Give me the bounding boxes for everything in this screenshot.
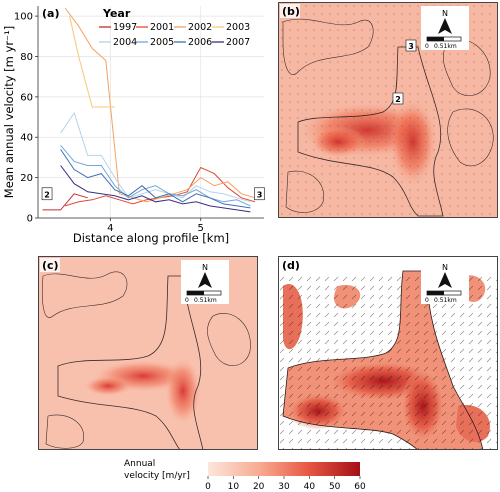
scale-zero: 0 — [185, 297, 189, 304]
north-scale-inset: N 0 0.51km — [181, 260, 229, 304]
profile-marker-box — [254, 187, 265, 201]
y-tick-label: 100 — [14, 12, 33, 23]
y-tick-label: 20 — [20, 173, 33, 184]
north-arrow-icon — [438, 272, 452, 288]
north-label: N — [442, 9, 448, 18]
panel-label-box — [40, 258, 60, 272]
colorbar: Annual velocity [m/yr] 0 10 20 30 40 50 60 — [124, 459, 366, 492]
colorbar-tick-label: 60 — [354, 482, 366, 492]
north-label: N — [442, 263, 448, 272]
panel-label-c: (c) — [42, 259, 59, 272]
scale-distance: 0.51km — [194, 297, 217, 304]
colorbar-tick-label: 20 — [253, 482, 265, 492]
series-line-1997 — [42, 193, 88, 211]
x-tick-label: 4 — [107, 223, 113, 234]
scale-bar-fill — [187, 291, 204, 295]
series-line-2005 — [60, 144, 251, 207]
scale-zero: 0 — [425, 43, 429, 50]
flow-vector-field — [278, 276, 498, 450]
map-frame — [38, 256, 258, 450]
svg-text:3: 3 — [408, 42, 414, 51]
map-frame — [278, 2, 498, 218]
velocity-hotspot — [84, 376, 132, 396]
colorbar-title-line2: velocity [m/yr] — [124, 471, 190, 481]
legend-label-2007: 2007 — [226, 37, 250, 48]
map-panel-b: (b) N 0 0.51km 3 2 — [278, 2, 498, 218]
marker-2: 2 — [392, 92, 404, 105]
legend-title: Year — [102, 7, 131, 20]
colorbar-title-line1: Annual — [124, 459, 155, 469]
legend-label-2006: 2006 — [188, 37, 212, 48]
map-panel-d: (d) N 0 0.51km — [278, 256, 498, 450]
velocity-hotspot — [165, 357, 201, 425]
scale-distance: 0.51km — [434, 43, 457, 50]
terrain-contour — [207, 313, 251, 366]
x-tick-label: 5 — [198, 223, 204, 234]
colorbar-ticks: 0 10 20 30 40 50 60 — [205, 476, 366, 492]
y-axis-label: Mean annual velocity [m yr⁻¹] — [2, 26, 16, 198]
glacier-outline — [297, 46, 444, 217]
profile-marker-label: 3 — [257, 190, 263, 199]
glacier-outline — [282, 270, 484, 450]
legend-label-2004: 2004 — [113, 37, 137, 48]
series-lines — [42, 7, 256, 213]
legend: 1997 2001 2002 2003 2004 2005 2006 2007 — [99, 22, 250, 48]
terrain-contour — [447, 108, 494, 167]
scale-zero: 0 — [425, 297, 429, 304]
panel-label-d: (d) — [282, 259, 300, 272]
y-tick-label: 80 — [20, 52, 33, 63]
panel-label-box — [280, 4, 300, 18]
colorbar-tick-label: 40 — [304, 482, 316, 492]
profile-marker-label: 2 — [44, 190, 50, 199]
y-tick-label: 40 — [20, 133, 33, 144]
y-tick-label: 60 — [20, 92, 33, 103]
series-line-2002 — [64, 7, 256, 203]
colorbar-tick-label: 30 — [278, 482, 290, 492]
y-tick-label: 0 — [27, 214, 33, 225]
north-scale-inset: N 0 0.51km — [421, 260, 469, 304]
x-axis-label: Distance along profile [km] — [73, 231, 229, 245]
marker-3: 3 — [405, 39, 417, 52]
series-line-2004 — [60, 111, 251, 203]
map-panel-c: (c) N 0 0.51km — [38, 256, 258, 450]
axes — [37, 6, 264, 219]
terrain-contour — [42, 271, 128, 318]
profile-marker-box — [41, 187, 53, 201]
legend-label-2001: 2001 — [150, 22, 174, 33]
colorbar-tick-label: 0 — [205, 482, 211, 492]
legend-label-2005: 2005 — [150, 37, 174, 48]
terrain-contour — [443, 39, 491, 96]
scale-distance: 0.51km — [434, 297, 457, 304]
north-arrow-icon — [438, 18, 452, 34]
series-line-2006 — [60, 149, 251, 209]
svg-text:2: 2 — [395, 95, 401, 104]
legend-label-2002: 2002 — [188, 22, 212, 33]
series-line-2007 — [60, 165, 251, 213]
terrain-contour — [282, 18, 374, 75]
colorbar-gradient — [208, 462, 360, 476]
north-scale-inset: N 0 0.51km — [421, 6, 469, 50]
glacier-outline — [57, 275, 204, 450]
map-frame — [278, 256, 498, 450]
y-tick-labels: 0 20 40 60 80 100 — [14, 12, 38, 225]
colorbar-tick-label: 50 — [329, 482, 341, 492]
scale-bar-fill — [427, 37, 444, 41]
panel-label-a: (a) — [42, 7, 59, 20]
panel-label-box — [280, 258, 300, 272]
north-arrow-icon — [198, 272, 212, 288]
scale-bar-fill — [427, 291, 444, 295]
colorbar-tick-label: 10 — [228, 482, 240, 492]
legend-label-1997: 1997 — [113, 22, 137, 33]
panel-label-b: (b) — [282, 5, 300, 18]
legend-label-2003: 2003 — [226, 22, 250, 33]
north-label: N — [202, 263, 208, 272]
series-line-2003 — [69, 15, 115, 108]
